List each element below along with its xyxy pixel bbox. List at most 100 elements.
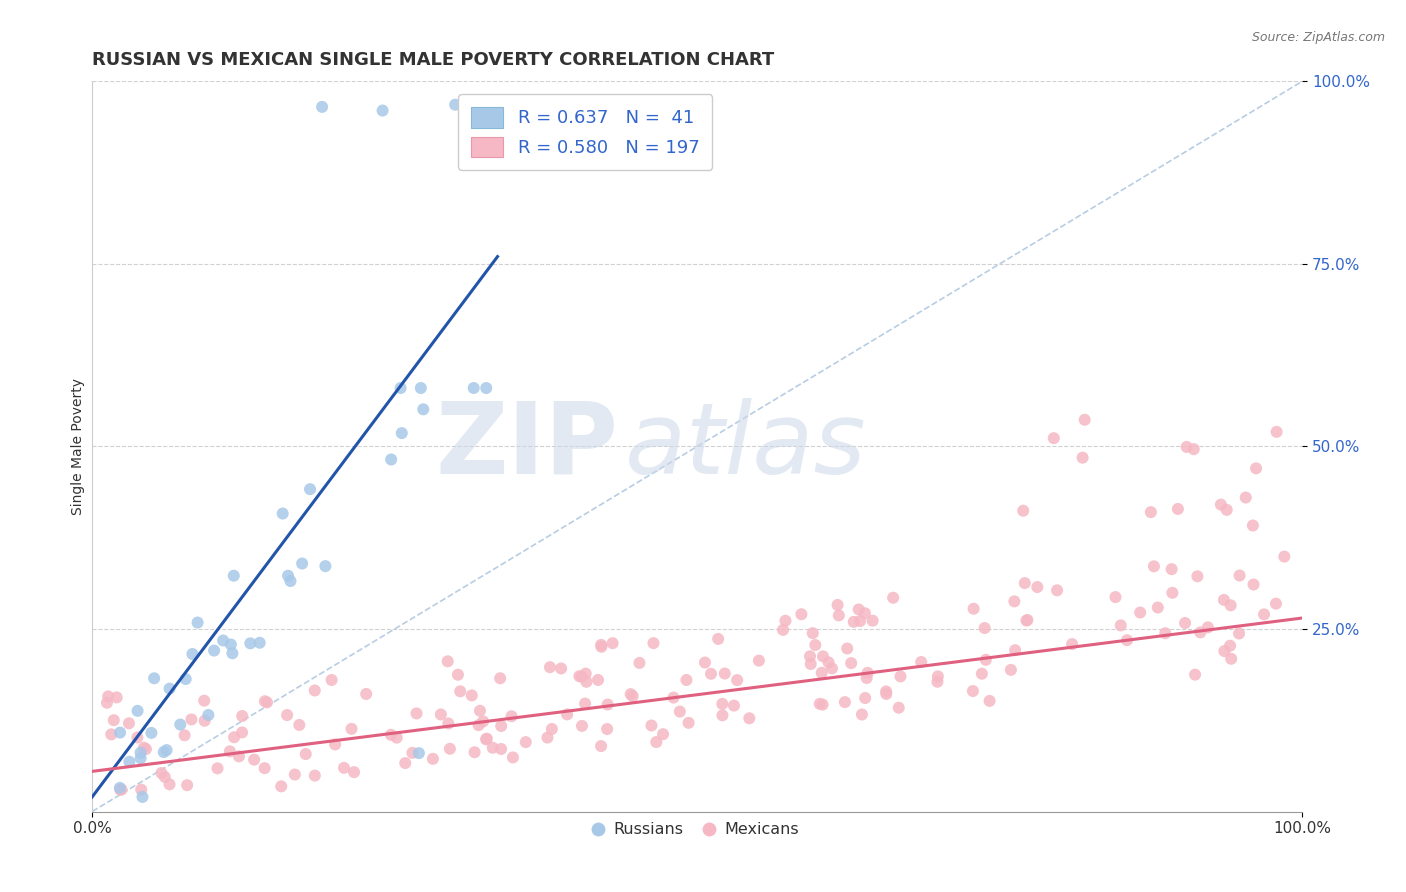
Point (536, 731, 558, 745)
Text: Source: ZipAtlas.com: Source: ZipAtlas.com (1251, 31, 1385, 45)
Point (856, 665, 879, 680)
Point (1215, 503, 1237, 517)
Point (194, 714, 217, 728)
Point (875, 687, 897, 701)
Point (1243, 577, 1265, 591)
Point (153, 770, 176, 784)
Point (808, 697, 831, 711)
Point (1140, 505, 1163, 519)
Point (405, 706, 427, 721)
Point (475, 732, 498, 747)
Point (574, 697, 596, 711)
Point (707, 632, 730, 646)
Point (314, 559, 336, 574)
Point (713, 666, 735, 681)
Point (288, 718, 311, 732)
Point (1220, 652, 1243, 666)
Point (875, 684, 897, 698)
Point (481, 740, 503, 755)
Point (748, 654, 770, 668)
Point (1184, 667, 1206, 681)
Point (555, 707, 578, 722)
Point (323, 738, 346, 752)
Point (799, 649, 821, 664)
Point (853, 606, 876, 620)
Point (662, 690, 685, 705)
Point (640, 718, 662, 732)
Point (253, 694, 276, 708)
Point (693, 656, 716, 670)
Point (1265, 597, 1288, 611)
Point (1104, 590, 1126, 604)
Point (108, 782, 131, 797)
Point (174, 672, 197, 686)
Point (596, 722, 619, 736)
Point (711, 708, 734, 723)
Point (839, 656, 862, 670)
Point (152, 745, 174, 759)
Point (801, 626, 824, 640)
Point (464, 745, 486, 759)
Point (882, 591, 904, 605)
Point (596, 698, 619, 712)
Point (1046, 583, 1069, 598)
Point (669, 705, 692, 719)
Point (207, 761, 229, 775)
Point (219, 638, 242, 652)
Point (173, 728, 195, 742)
Point (284, 767, 307, 781)
Point (538, 660, 561, 674)
Point (848, 602, 870, 616)
Point (1002, 594, 1025, 608)
Point (1146, 600, 1168, 615)
Point (1014, 576, 1036, 591)
Point (271, 507, 294, 521)
Point (371, 103, 394, 118)
Point (927, 674, 949, 689)
Point (851, 707, 873, 722)
Point (100, 727, 122, 741)
Point (602, 636, 624, 650)
Point (436, 654, 458, 668)
Point (1012, 504, 1035, 518)
Point (291, 557, 314, 571)
Point (311, 100, 333, 114)
Point (927, 669, 949, 683)
Point (212, 633, 235, 648)
Point (187, 615, 209, 630)
Point (800, 657, 823, 671)
Point (1182, 442, 1205, 457)
Point (1213, 644, 1236, 658)
Point (475, 731, 498, 746)
Point (675, 673, 697, 687)
Point (962, 601, 984, 615)
Legend: Russians, Mexicans: Russians, Mexicans (589, 816, 806, 844)
Text: RUSSIAN VS MEXICAN SINGLE MALE POVERTY CORRELATION CHART: RUSSIAN VS MEXICAN SINGLE MALE POVERTY C… (93, 51, 775, 69)
Point (1017, 613, 1039, 627)
Point (1015, 614, 1038, 628)
Point (489, 671, 512, 685)
Point (821, 661, 844, 675)
Point (118, 716, 141, 731)
Point (678, 715, 700, 730)
Point (159, 681, 181, 696)
Point (568, 669, 591, 683)
Point (540, 722, 562, 736)
Point (974, 653, 997, 667)
Point (321, 673, 343, 687)
Point (804, 638, 827, 652)
Point (135, 742, 157, 756)
Point (253, 761, 276, 775)
Point (837, 641, 859, 656)
Point (333, 761, 356, 775)
Point (243, 753, 266, 767)
Point (1175, 440, 1198, 454)
Point (181, 647, 204, 661)
Point (294, 747, 316, 761)
Point (437, 716, 460, 731)
Point (221, 646, 243, 660)
Point (1234, 491, 1257, 505)
Point (1219, 639, 1241, 653)
Point (391, 426, 413, 441)
Point (589, 739, 612, 753)
